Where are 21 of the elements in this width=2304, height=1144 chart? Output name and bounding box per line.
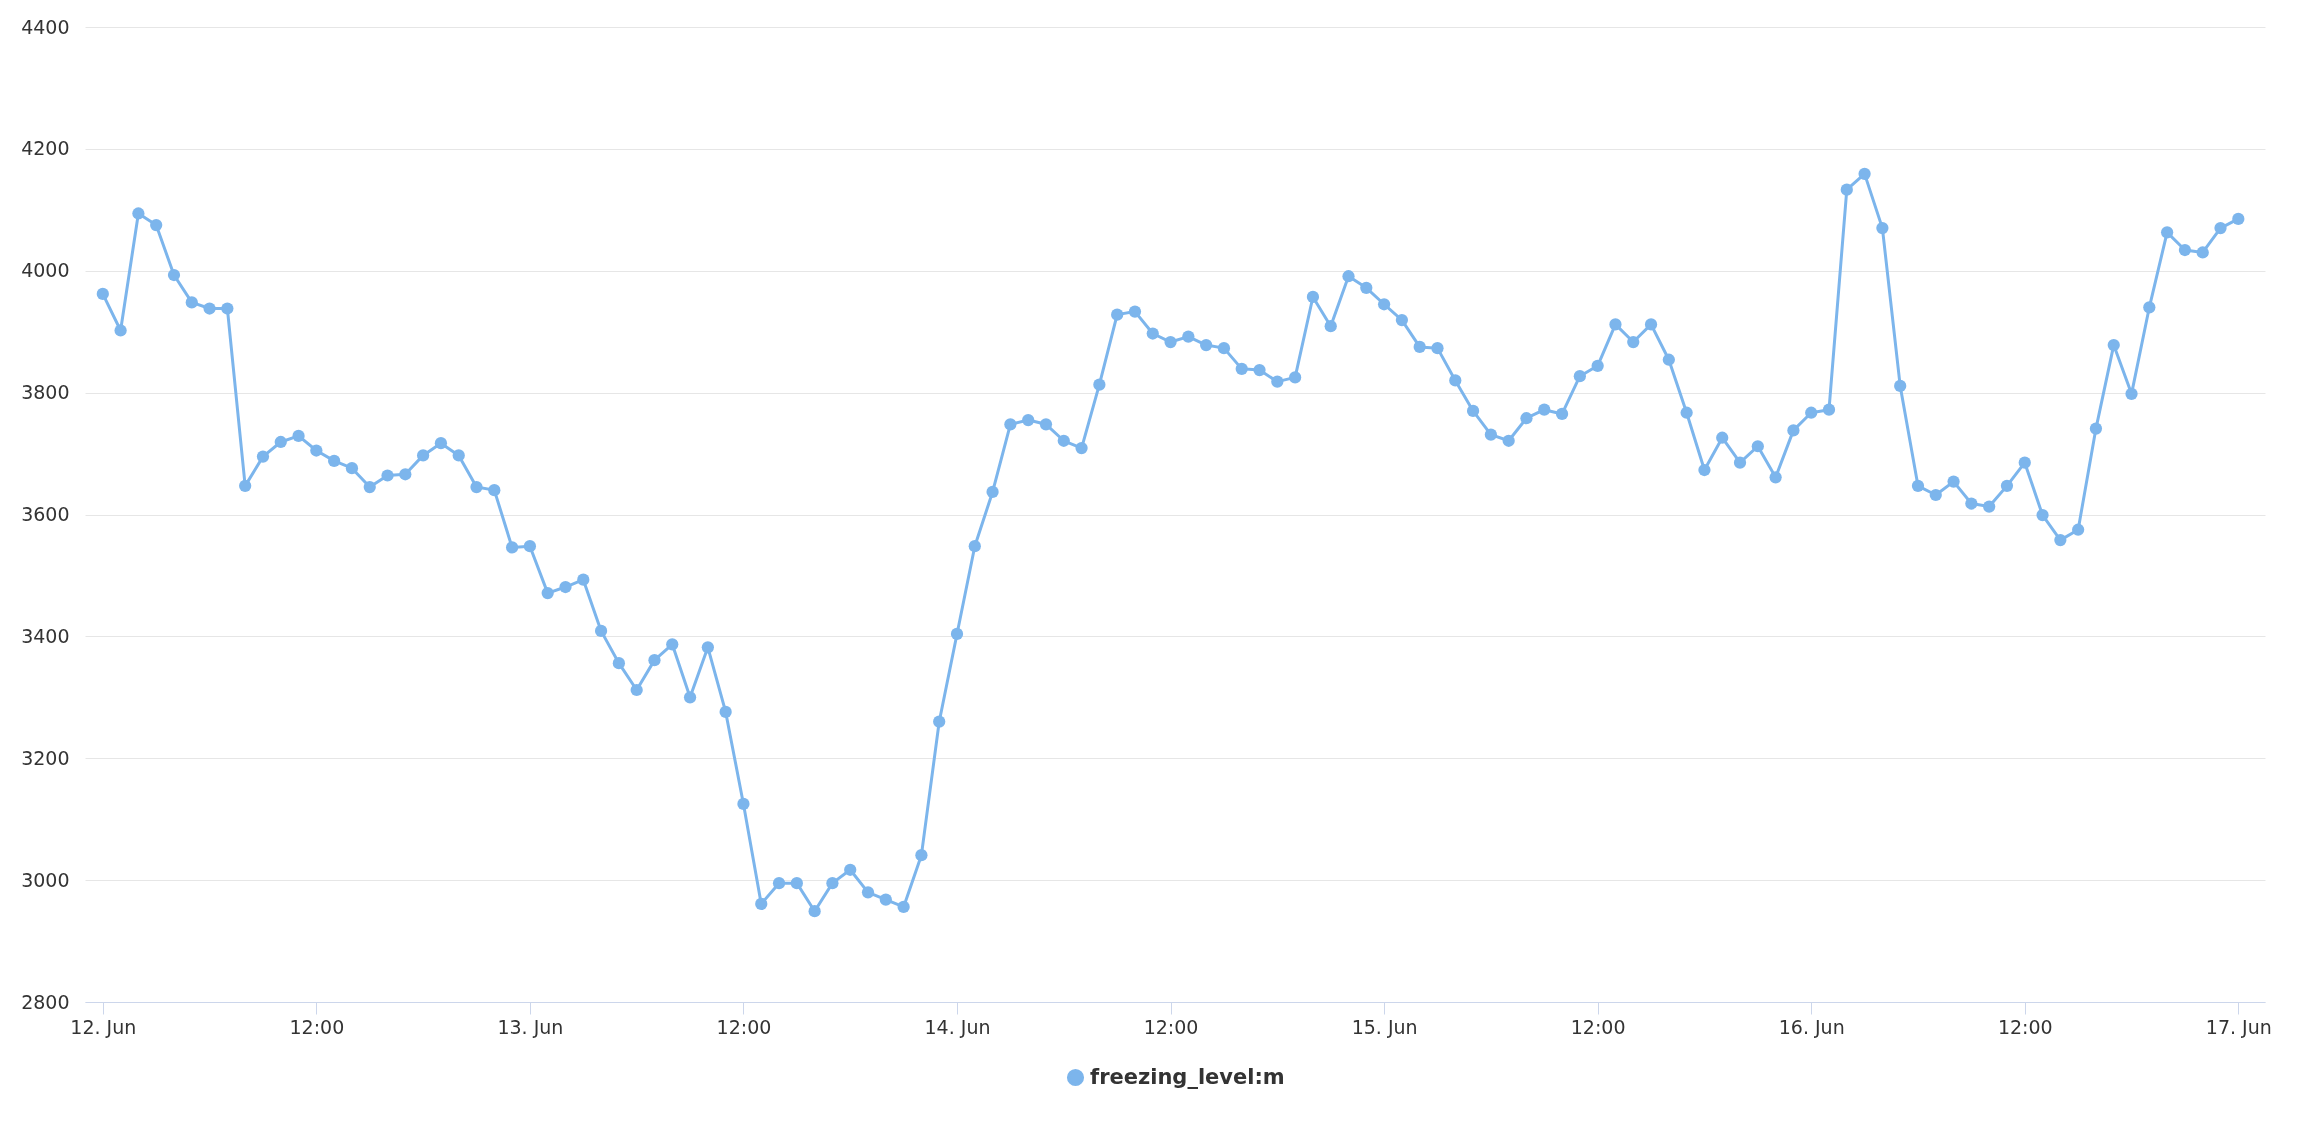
y-tick-label: 3600 [21,503,70,525]
legend-label: freezing_level:m [1090,1064,1285,1089]
x-tick-label: 12. Jun [70,1015,137,1038]
y-tick-label: 4000 [21,259,70,282]
x-tick-label: 12:00 [716,1015,772,1038]
x-tick-label: 15. Jun [1351,1015,1418,1038]
x-tick-label: 12:00 [289,1015,345,1038]
x-tick-label: 14. Jun [924,1015,991,1038]
x-tick-label: 16. Jun [1778,1015,1845,1038]
y-tick-label: 3800 [21,381,70,404]
x-tick-label: 12:00 [1997,1015,2053,1038]
y-tick-label: 4400 [21,15,70,38]
y-tick-label: 3400 [21,624,70,647]
x-tick-label: 12:00 [1143,1015,1199,1038]
x-tick-label: 12:00 [1570,1015,1626,1038]
y-tick-label: 3200 [21,746,70,769]
x-tick-label: 13. Jun [497,1015,564,1038]
y-tick-label: 2800 [21,990,70,1013]
y-tick-label: 3000 [21,868,70,891]
y-tick-label: 4200 [21,137,70,160]
x-tick-label: 17. Jun [2205,1015,2272,1038]
